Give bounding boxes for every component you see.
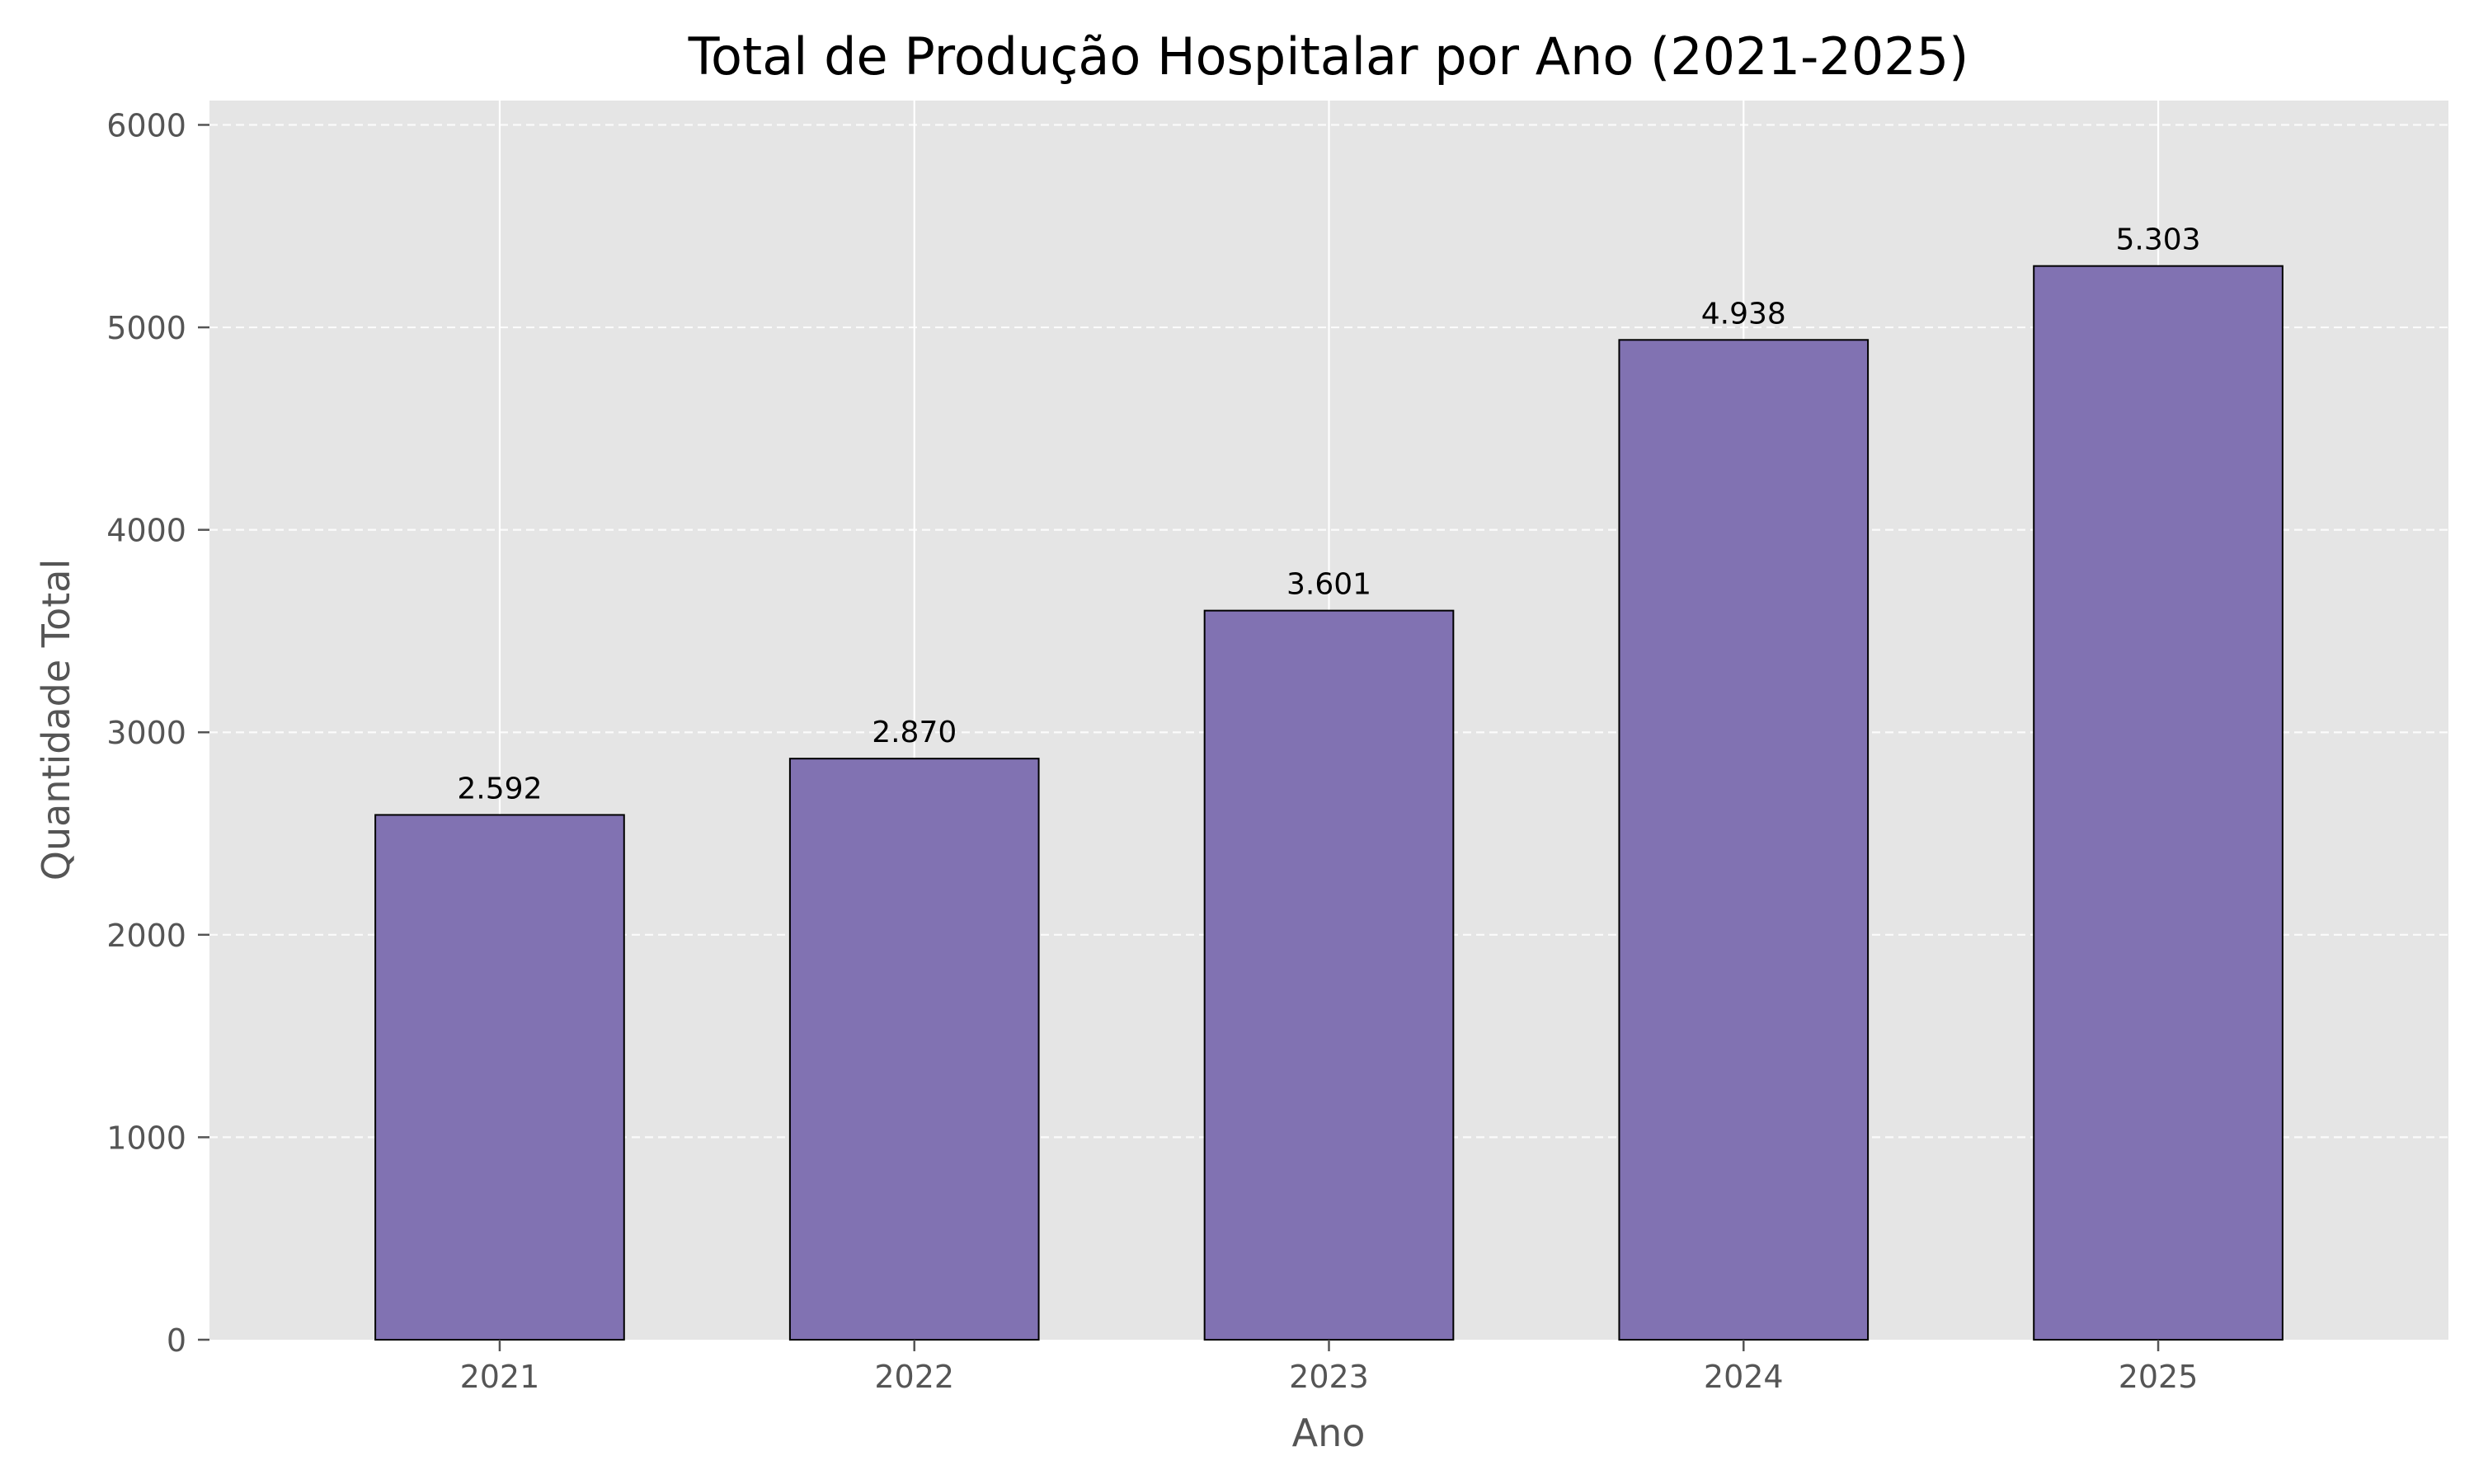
bar-value-label: 4.938 xyxy=(1701,297,1786,331)
y-tick-label: 0 xyxy=(167,1322,186,1359)
y-axis: 0 1000 2000 3000 4000 5000 6000 xyxy=(106,107,209,1359)
bars xyxy=(374,265,2284,1341)
x-axis: 2021 2022 2023 2024 2025 xyxy=(460,1340,2199,1395)
y-tick-label: 3000 xyxy=(106,715,186,751)
x-tick-label: 2023 xyxy=(1289,1359,1369,1395)
x-axis-label: Ano xyxy=(1292,1411,1366,1455)
bar-value-label: 3.601 xyxy=(1286,568,1371,602)
y-axis-label: Quantidade Total xyxy=(34,559,78,881)
bar-value-label: 2.870 xyxy=(872,716,957,749)
y-tick-label: 2000 xyxy=(106,918,186,954)
bar-value-labels: 2.592 2.870 3.601 4.938 5.303 xyxy=(457,223,2200,806)
bar-2021 xyxy=(374,814,625,1341)
x-tick-label: 2024 xyxy=(1704,1359,1784,1395)
bar-value-label: 5.303 xyxy=(2116,223,2201,257)
y-tick-label: 4000 xyxy=(106,513,186,549)
y-tick-label: 6000 xyxy=(106,107,186,143)
y-tick-label: 1000 xyxy=(106,1120,186,1156)
bar-2023 xyxy=(1203,609,1455,1341)
bar-2025 xyxy=(2033,265,2284,1341)
chart-title: Total de Produção Hospitalar por Ano (20… xyxy=(688,26,1969,87)
bar-2024 xyxy=(1618,339,1870,1341)
bar-value-label: 2.592 xyxy=(457,772,542,805)
bar-2022 xyxy=(788,758,1040,1341)
y-tick-label: 5000 xyxy=(106,310,186,346)
x-tick-label: 2022 xyxy=(874,1359,954,1395)
x-tick-label: 2025 xyxy=(2119,1359,2199,1395)
x-tick-label: 2021 xyxy=(460,1359,540,1395)
